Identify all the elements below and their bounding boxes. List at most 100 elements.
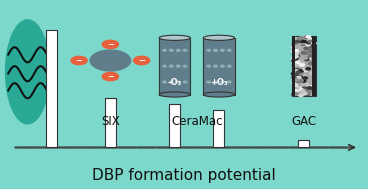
Circle shape: [298, 39, 302, 41]
Text: +O₃: +O₃: [210, 77, 228, 87]
Text: −: −: [107, 72, 114, 81]
Circle shape: [214, 81, 217, 83]
Circle shape: [310, 87, 315, 90]
Circle shape: [309, 57, 314, 59]
Circle shape: [295, 47, 299, 50]
Circle shape: [308, 47, 312, 49]
Circle shape: [304, 84, 308, 86]
Circle shape: [207, 65, 210, 67]
Circle shape: [300, 64, 304, 66]
Circle shape: [298, 86, 302, 88]
Bar: [291, 36, 315, 96]
Circle shape: [221, 65, 224, 67]
Bar: [105, 98, 116, 147]
Circle shape: [292, 43, 296, 45]
Circle shape: [296, 55, 300, 57]
Circle shape: [294, 84, 298, 86]
Circle shape: [295, 41, 299, 43]
Circle shape: [301, 84, 305, 86]
Circle shape: [296, 61, 300, 64]
Circle shape: [302, 40, 306, 43]
Circle shape: [296, 80, 300, 82]
Circle shape: [306, 68, 311, 70]
Circle shape: [300, 64, 304, 66]
Text: −: −: [75, 56, 83, 65]
Circle shape: [309, 47, 314, 50]
Circle shape: [294, 58, 299, 61]
Circle shape: [299, 70, 303, 72]
Circle shape: [295, 79, 299, 81]
Circle shape: [294, 50, 298, 52]
Circle shape: [308, 40, 313, 43]
Text: DBP formation potential: DBP formation potential: [92, 168, 276, 183]
Ellipse shape: [159, 92, 191, 97]
Circle shape: [227, 65, 231, 67]
Circle shape: [310, 62, 315, 64]
Circle shape: [303, 86, 307, 88]
Circle shape: [304, 57, 308, 59]
Circle shape: [292, 70, 297, 73]
Circle shape: [309, 55, 314, 58]
Bar: [203, 38, 234, 94]
Circle shape: [296, 77, 300, 79]
Text: CeraMac: CeraMac: [171, 115, 223, 128]
Circle shape: [302, 75, 307, 78]
Ellipse shape: [6, 20, 50, 124]
Text: SIX: SIX: [101, 115, 120, 128]
Circle shape: [306, 36, 311, 38]
Text: -O₃: -O₃: [168, 77, 182, 87]
Circle shape: [134, 56, 150, 65]
Circle shape: [294, 37, 298, 40]
Circle shape: [294, 79, 298, 81]
Circle shape: [298, 78, 302, 81]
Circle shape: [309, 63, 313, 65]
Circle shape: [294, 53, 298, 55]
Circle shape: [304, 47, 308, 50]
Circle shape: [90, 50, 131, 71]
Circle shape: [301, 43, 306, 45]
Circle shape: [306, 57, 310, 60]
Circle shape: [294, 93, 299, 95]
Circle shape: [292, 64, 297, 66]
Circle shape: [307, 43, 311, 45]
Circle shape: [303, 92, 307, 94]
Circle shape: [207, 81, 210, 83]
Circle shape: [163, 49, 166, 51]
Circle shape: [227, 81, 231, 83]
Circle shape: [310, 47, 315, 50]
Circle shape: [299, 94, 303, 97]
Circle shape: [303, 57, 307, 59]
Circle shape: [303, 68, 307, 70]
Circle shape: [294, 55, 298, 58]
Circle shape: [304, 42, 308, 44]
Bar: [213, 110, 224, 147]
Circle shape: [308, 51, 312, 54]
Circle shape: [292, 60, 296, 62]
Circle shape: [183, 49, 187, 51]
Circle shape: [307, 42, 311, 44]
Circle shape: [310, 86, 314, 88]
Circle shape: [183, 65, 187, 67]
Ellipse shape: [203, 35, 234, 40]
Circle shape: [299, 80, 303, 82]
Circle shape: [291, 46, 296, 48]
Circle shape: [170, 65, 173, 67]
Circle shape: [299, 73, 303, 75]
Circle shape: [307, 89, 311, 91]
Circle shape: [307, 87, 311, 89]
Circle shape: [305, 58, 309, 61]
Circle shape: [304, 57, 308, 59]
Circle shape: [170, 49, 173, 51]
Circle shape: [300, 37, 305, 39]
Circle shape: [221, 49, 224, 51]
Circle shape: [303, 69, 308, 72]
Circle shape: [227, 49, 231, 51]
Circle shape: [221, 81, 224, 83]
Circle shape: [177, 49, 180, 51]
Circle shape: [296, 47, 301, 49]
Circle shape: [177, 81, 180, 83]
Circle shape: [291, 73, 296, 75]
Bar: [298, 140, 309, 147]
Circle shape: [293, 52, 297, 54]
Circle shape: [163, 81, 166, 83]
